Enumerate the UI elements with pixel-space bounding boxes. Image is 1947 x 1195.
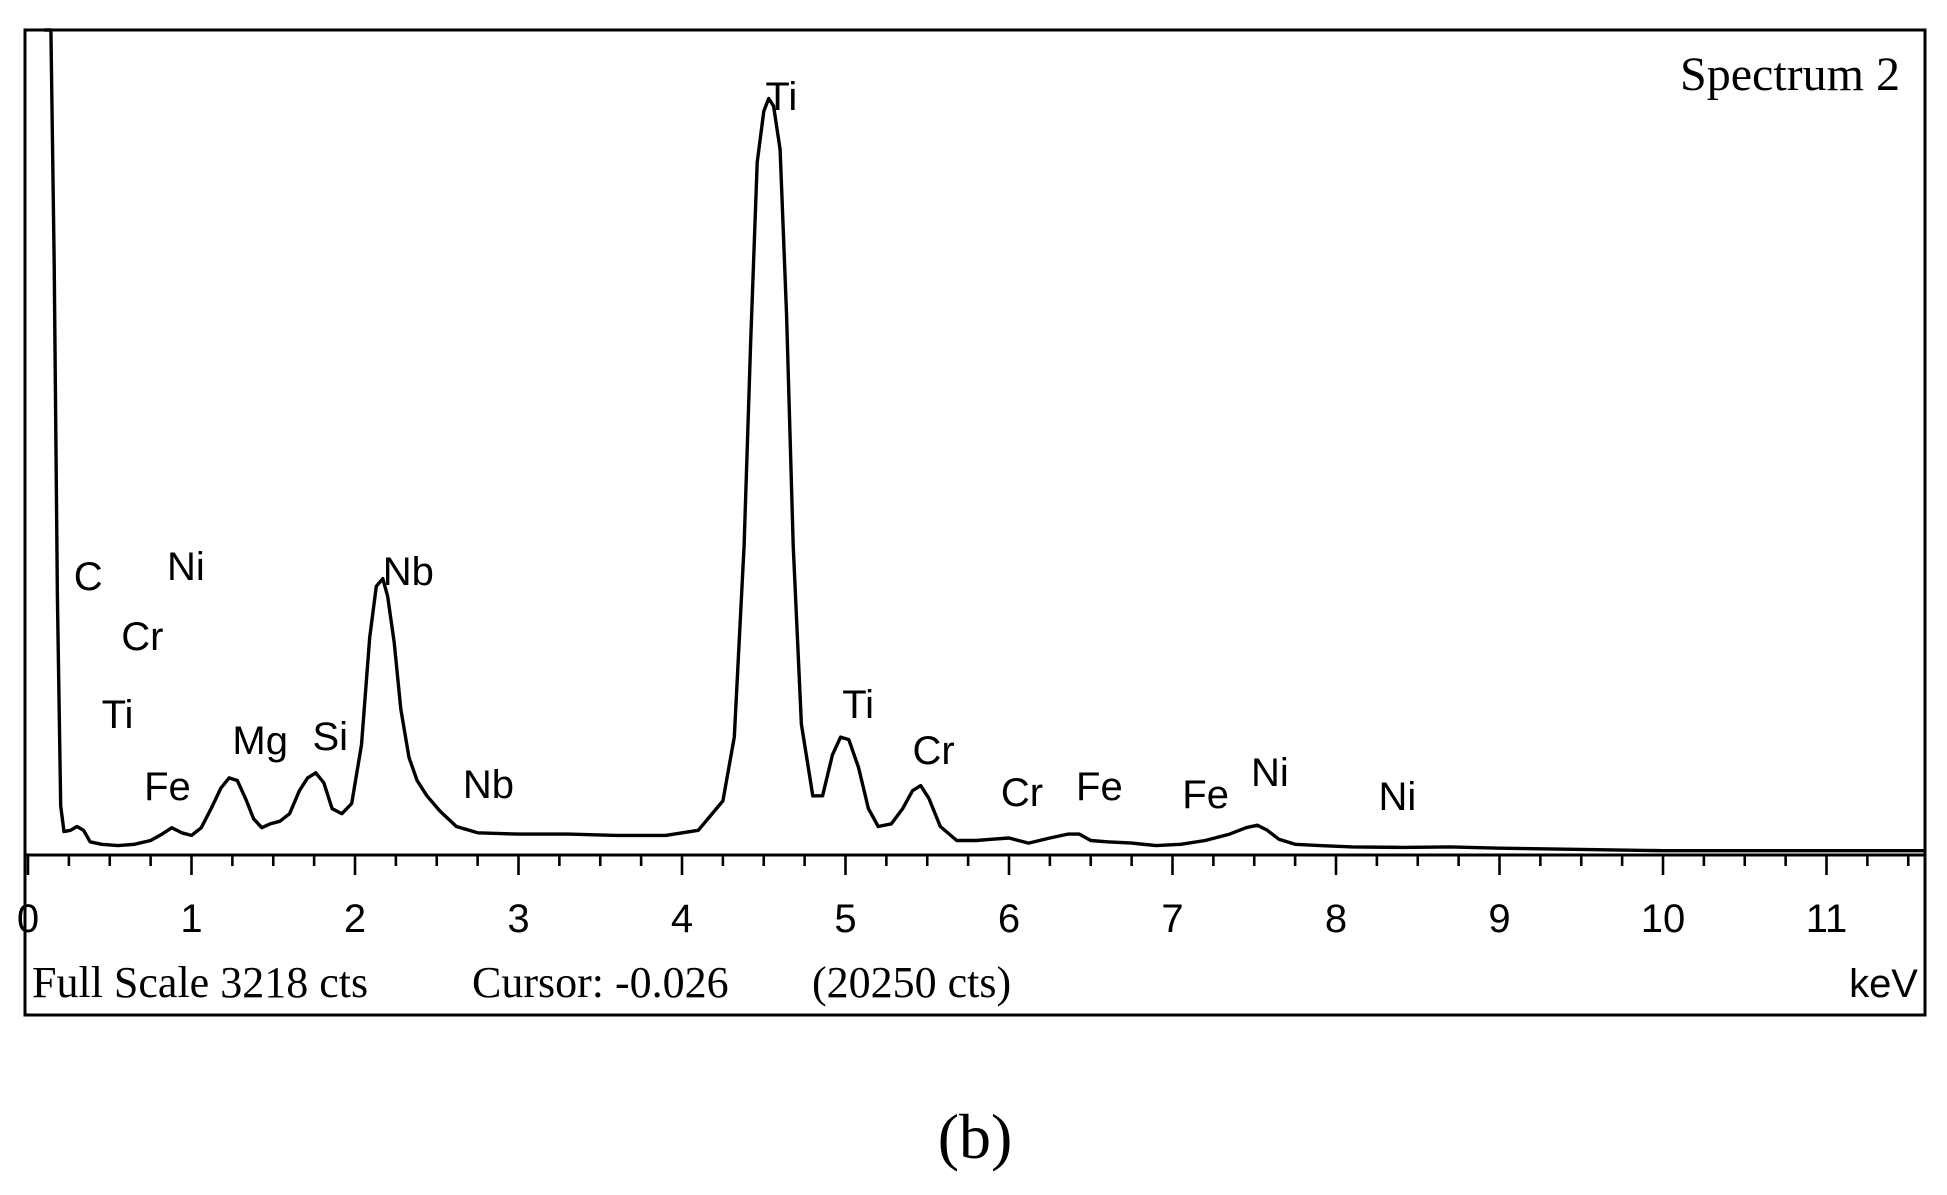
peak-label-ni: Ni [1379, 775, 1417, 819]
x-tick-label: 6 [998, 897, 1020, 941]
peak-label-cr: Cr [1001, 771, 1043, 815]
full-scale-readout: Full Scale 3218 cts [32, 958, 368, 1007]
peak-label-c: C [74, 555, 103, 599]
panel-label: (b) [938, 1101, 1013, 1172]
x-tick-label: 9 [1488, 897, 1510, 941]
x-tick-label: 3 [507, 897, 529, 941]
peak-label-fe: Fe [1076, 765, 1123, 809]
x-tick-label: 7 [1161, 897, 1183, 941]
peak-label-mg: Mg [232, 719, 288, 763]
x-tick-label: 11 [1806, 897, 1848, 941]
peak-label-nb: Nb [463, 763, 514, 807]
peak-label-fe: Fe [144, 765, 191, 809]
x-tick-label: 1 [180, 897, 202, 941]
x-tick-label: 5 [834, 897, 856, 941]
peak-label-nb: Nb [383, 550, 434, 594]
peak-label-ti: Ti [765, 75, 797, 119]
peak-label-cr: Cr [121, 615, 163, 659]
x-tick-label: 8 [1325, 897, 1347, 941]
cursor-counts-readout: (20250 cts) [812, 958, 1011, 1007]
x-tick-label: 2 [344, 897, 366, 941]
x-tick-label: 0 [17, 897, 39, 941]
peak-label-si: Si [312, 715, 348, 759]
x-tick-labels: 0 1 2 3 4 5 6 7 8 9 10 11 [17, 897, 1847, 941]
peak-label-cr: Cr [913, 729, 955, 773]
x-tick-label: 10 [1641, 897, 1686, 941]
x-axis-unit: keV [1849, 962, 1918, 1006]
peak-label-fe: Fe [1182, 773, 1229, 817]
peak-label-ni: Ni [167, 545, 205, 589]
peak-label-ti: Ti [842, 683, 874, 727]
plot-frame [23, 28, 1927, 1017]
peak-label-ti: Ti [102, 693, 134, 737]
cursor-readout: Cursor: -0.026 [472, 958, 729, 1007]
spectrum-line [44, 28, 1925, 853]
x-tick-label: 4 [671, 897, 693, 941]
peak-label-ni: Ni [1251, 751, 1289, 795]
x-ticks [26, 855, 1910, 875]
chart-title: Spectrum 2 [1680, 48, 1900, 101]
